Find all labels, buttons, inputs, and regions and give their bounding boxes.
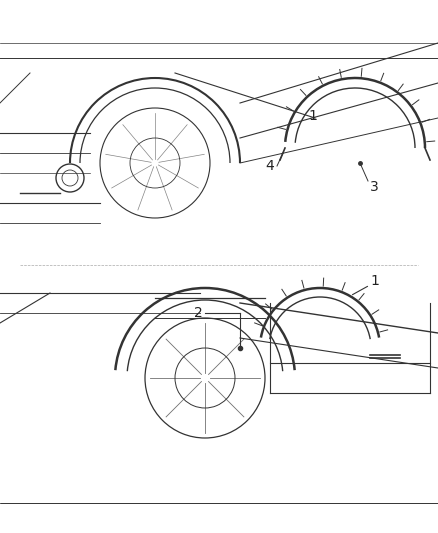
Text: 1: 1 [308,109,317,123]
Text: 3: 3 [370,180,378,194]
Text: 4: 4 [265,159,274,173]
Text: 1: 1 [371,274,379,288]
Text: 2: 2 [194,306,203,320]
